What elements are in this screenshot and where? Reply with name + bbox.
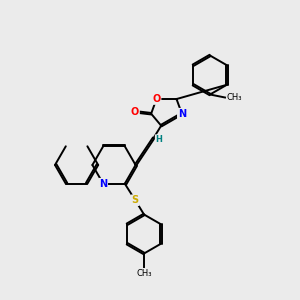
Text: S: S	[132, 195, 139, 205]
Text: N: N	[178, 109, 186, 119]
Text: N: N	[99, 179, 107, 189]
Text: H: H	[156, 135, 162, 144]
Text: O: O	[152, 94, 160, 104]
Text: CH₃: CH₃	[226, 93, 242, 102]
Text: O: O	[131, 107, 139, 117]
Text: CH₃: CH₃	[136, 269, 152, 278]
